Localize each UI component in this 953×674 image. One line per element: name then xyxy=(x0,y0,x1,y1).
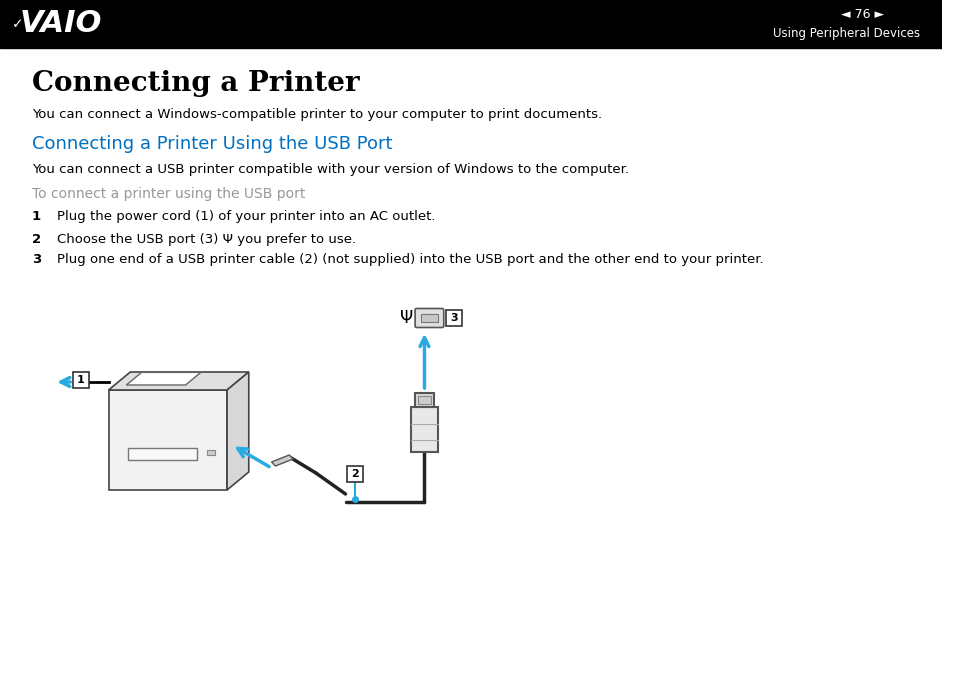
Text: You can connect a USB printer compatible with your version of Windows to the com: You can connect a USB printer compatible… xyxy=(31,163,628,176)
Polygon shape xyxy=(109,372,249,390)
Text: 1: 1 xyxy=(77,375,85,385)
Bar xyxy=(73,372,89,388)
Text: Connecting a Printer: Connecting a Printer xyxy=(31,70,359,97)
Polygon shape xyxy=(272,455,293,466)
Polygon shape xyxy=(109,390,227,490)
Text: Choose the USB port (3) Ψ you prefer to use.: Choose the USB port (3) Ψ you prefer to … xyxy=(57,233,356,246)
Text: 2: 2 xyxy=(31,233,41,246)
Text: ✓: ✓ xyxy=(11,17,24,31)
Text: 1: 1 xyxy=(31,210,41,223)
Bar xyxy=(417,396,431,404)
Bar xyxy=(446,310,461,326)
Text: 3: 3 xyxy=(450,313,457,323)
FancyBboxPatch shape xyxy=(415,309,443,328)
Bar xyxy=(420,314,437,322)
Bar xyxy=(410,407,437,452)
Bar xyxy=(415,393,434,407)
Bar xyxy=(207,450,215,455)
Text: 2: 2 xyxy=(351,469,359,479)
Text: Plug one end of a USB printer cable (2) (not supplied) into the USB port and the: Plug one end of a USB printer cable (2) … xyxy=(57,253,763,266)
Bar xyxy=(129,448,197,460)
Bar xyxy=(347,466,363,482)
Text: VAIO: VAIO xyxy=(20,9,102,38)
Text: Plug the power cord (1) of your printer into an AC outlet.: Plug the power cord (1) of your printer … xyxy=(57,210,436,223)
Text: 3: 3 xyxy=(31,253,41,266)
Polygon shape xyxy=(126,373,200,385)
Bar xyxy=(0,0,941,48)
Text: To connect a printer using the USB port: To connect a printer using the USB port xyxy=(31,187,305,201)
Text: Using Peripheral Devices: Using Peripheral Devices xyxy=(772,28,919,40)
Polygon shape xyxy=(227,372,249,490)
Text: ◄ 76 ►: ◄ 76 ► xyxy=(841,7,883,20)
Text: You can connect a Windows-compatible printer to your computer to print documents: You can connect a Windows-compatible pri… xyxy=(31,108,601,121)
Text: Connecting a Printer Using the USB Port: Connecting a Printer Using the USB Port xyxy=(31,135,392,153)
Text: Ψ: Ψ xyxy=(399,309,413,327)
